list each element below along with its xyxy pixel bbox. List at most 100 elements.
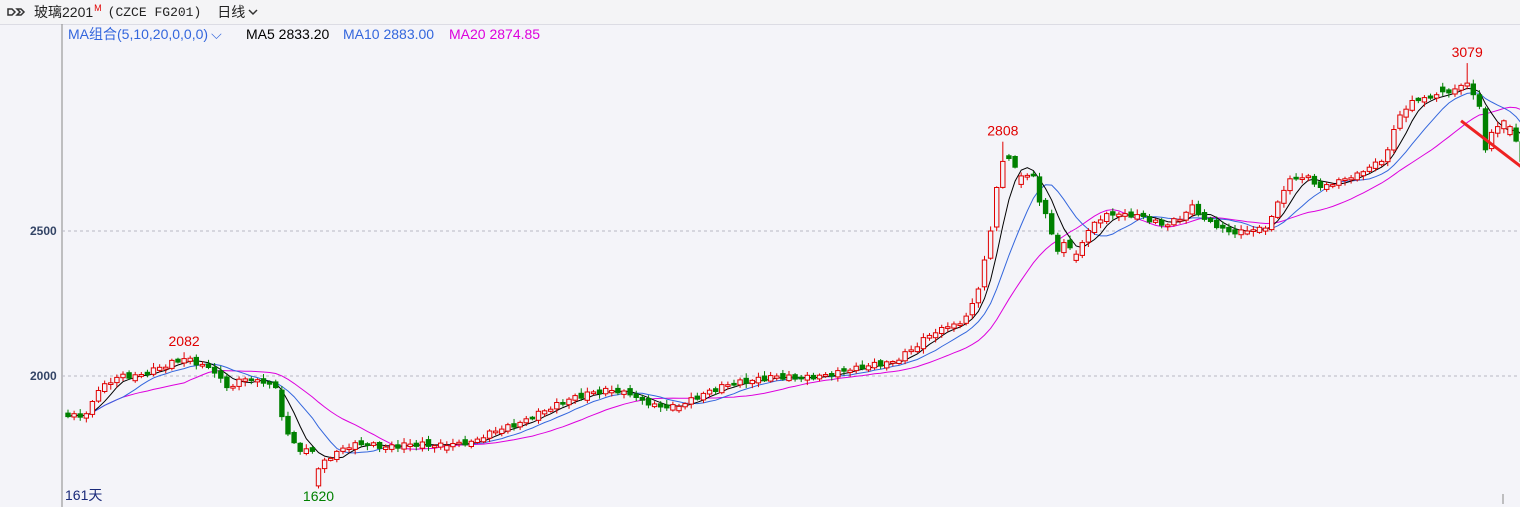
candle	[224, 373, 230, 392]
candle	[1299, 173, 1305, 184]
link-icon[interactable]	[6, 6, 30, 18]
candle	[1360, 170, 1366, 181]
candle	[370, 441, 377, 448]
candle	[1067, 235, 1073, 250]
candle	[670, 401, 676, 412]
candle	[211, 362, 218, 378]
ma-combo-label[interactable]: MA组合(5,10,20,0,0,0) ⌵	[68, 26, 222, 42]
candle	[1000, 141, 1006, 189]
chart-header: 玻璃2201M (CZCE FG201) 日线	[0, 0, 1520, 25]
candle	[505, 422, 511, 434]
candle	[694, 392, 700, 401]
candle	[1165, 223, 1171, 231]
symbol-name[interactable]: 玻璃2201M	[34, 2, 102, 22]
candle	[572, 393, 578, 404]
candle	[1012, 155, 1018, 169]
candle	[1256, 225, 1263, 234]
candle	[1366, 164, 1373, 174]
candle	[1250, 226, 1256, 237]
candle	[1495, 121, 1501, 138]
period-label: 日线	[217, 4, 246, 20]
candle	[1110, 208, 1116, 220]
candle	[792, 373, 798, 382]
candle	[321, 457, 328, 473]
candle	[169, 358, 175, 371]
candle	[1391, 125, 1397, 154]
candle	[639, 394, 645, 405]
candle	[548, 406, 554, 413]
candle	[1458, 83, 1464, 95]
candle	[431, 444, 438, 453]
chevron-down-icon	[248, 9, 258, 16]
candle	[328, 456, 334, 462]
candle	[1342, 176, 1348, 186]
ma20-label: MA20 2874.85	[449, 26, 540, 42]
candle	[1446, 88, 1452, 98]
candle	[847, 368, 853, 377]
candle	[285, 411, 291, 437]
candle	[273, 379, 279, 389]
candle	[1183, 210, 1189, 224]
candle	[1488, 129, 1495, 152]
candle	[651, 401, 658, 409]
candle	[535, 408, 542, 424]
candle	[1281, 185, 1287, 208]
candle	[340, 444, 346, 455]
candle	[364, 442, 371, 451]
candle	[1232, 225, 1238, 238]
candle	[71, 410, 77, 421]
candle	[1195, 200, 1202, 217]
candle	[499, 425, 505, 437]
candle	[1421, 95, 1428, 107]
candle	[908, 345, 914, 355]
candle	[1079, 240, 1085, 259]
period-selector[interactable]: 日线	[217, 2, 259, 22]
candlestick-chart: 2000 2500 2082 1620 2808 3079 MA组合(5,10,20,0…	[30, 24, 1520, 507]
candle	[896, 357, 902, 365]
candle	[890, 360, 896, 367]
candle	[761, 371, 768, 383]
candle	[1293, 173, 1299, 181]
candle	[939, 324, 945, 338]
candle	[480, 434, 487, 444]
candle	[108, 377, 114, 390]
y-tick-label: 2000	[30, 369, 57, 383]
candle	[1030, 170, 1037, 178]
ma5-line	[67, 87, 1520, 459]
candle	[816, 373, 823, 382]
candle	[609, 385, 615, 397]
candle	[297, 442, 303, 455]
candle	[1207, 216, 1214, 224]
candle	[1372, 158, 1379, 172]
candle	[994, 186, 1000, 232]
candle	[163, 364, 169, 374]
main-contract-badge: M	[94, 3, 102, 14]
candle	[114, 374, 120, 388]
candle	[1269, 214, 1275, 232]
candle	[1513, 123, 1519, 143]
candle	[395, 439, 401, 453]
candle	[1097, 215, 1104, 229]
candle	[1482, 106, 1489, 153]
candle	[633, 390, 639, 401]
ma20-line	[67, 106, 1520, 450]
candle	[877, 359, 884, 370]
candle	[456, 439, 462, 448]
candle	[1226, 223, 1232, 236]
candle	[774, 373, 780, 381]
candle	[596, 386, 603, 399]
candle	[358, 437, 365, 447]
candle	[615, 384, 621, 396]
candle	[419, 437, 426, 452]
candle	[486, 429, 493, 443]
candle	[102, 380, 108, 394]
symbol-name-text: 玻璃2201	[34, 4, 94, 20]
candle	[132, 371, 138, 383]
candle	[841, 366, 847, 376]
candle	[1238, 225, 1244, 239]
candle	[859, 360, 865, 371]
candle	[303, 444, 310, 456]
candle	[401, 438, 407, 454]
candle	[755, 372, 762, 388]
candle	[829, 371, 835, 381]
